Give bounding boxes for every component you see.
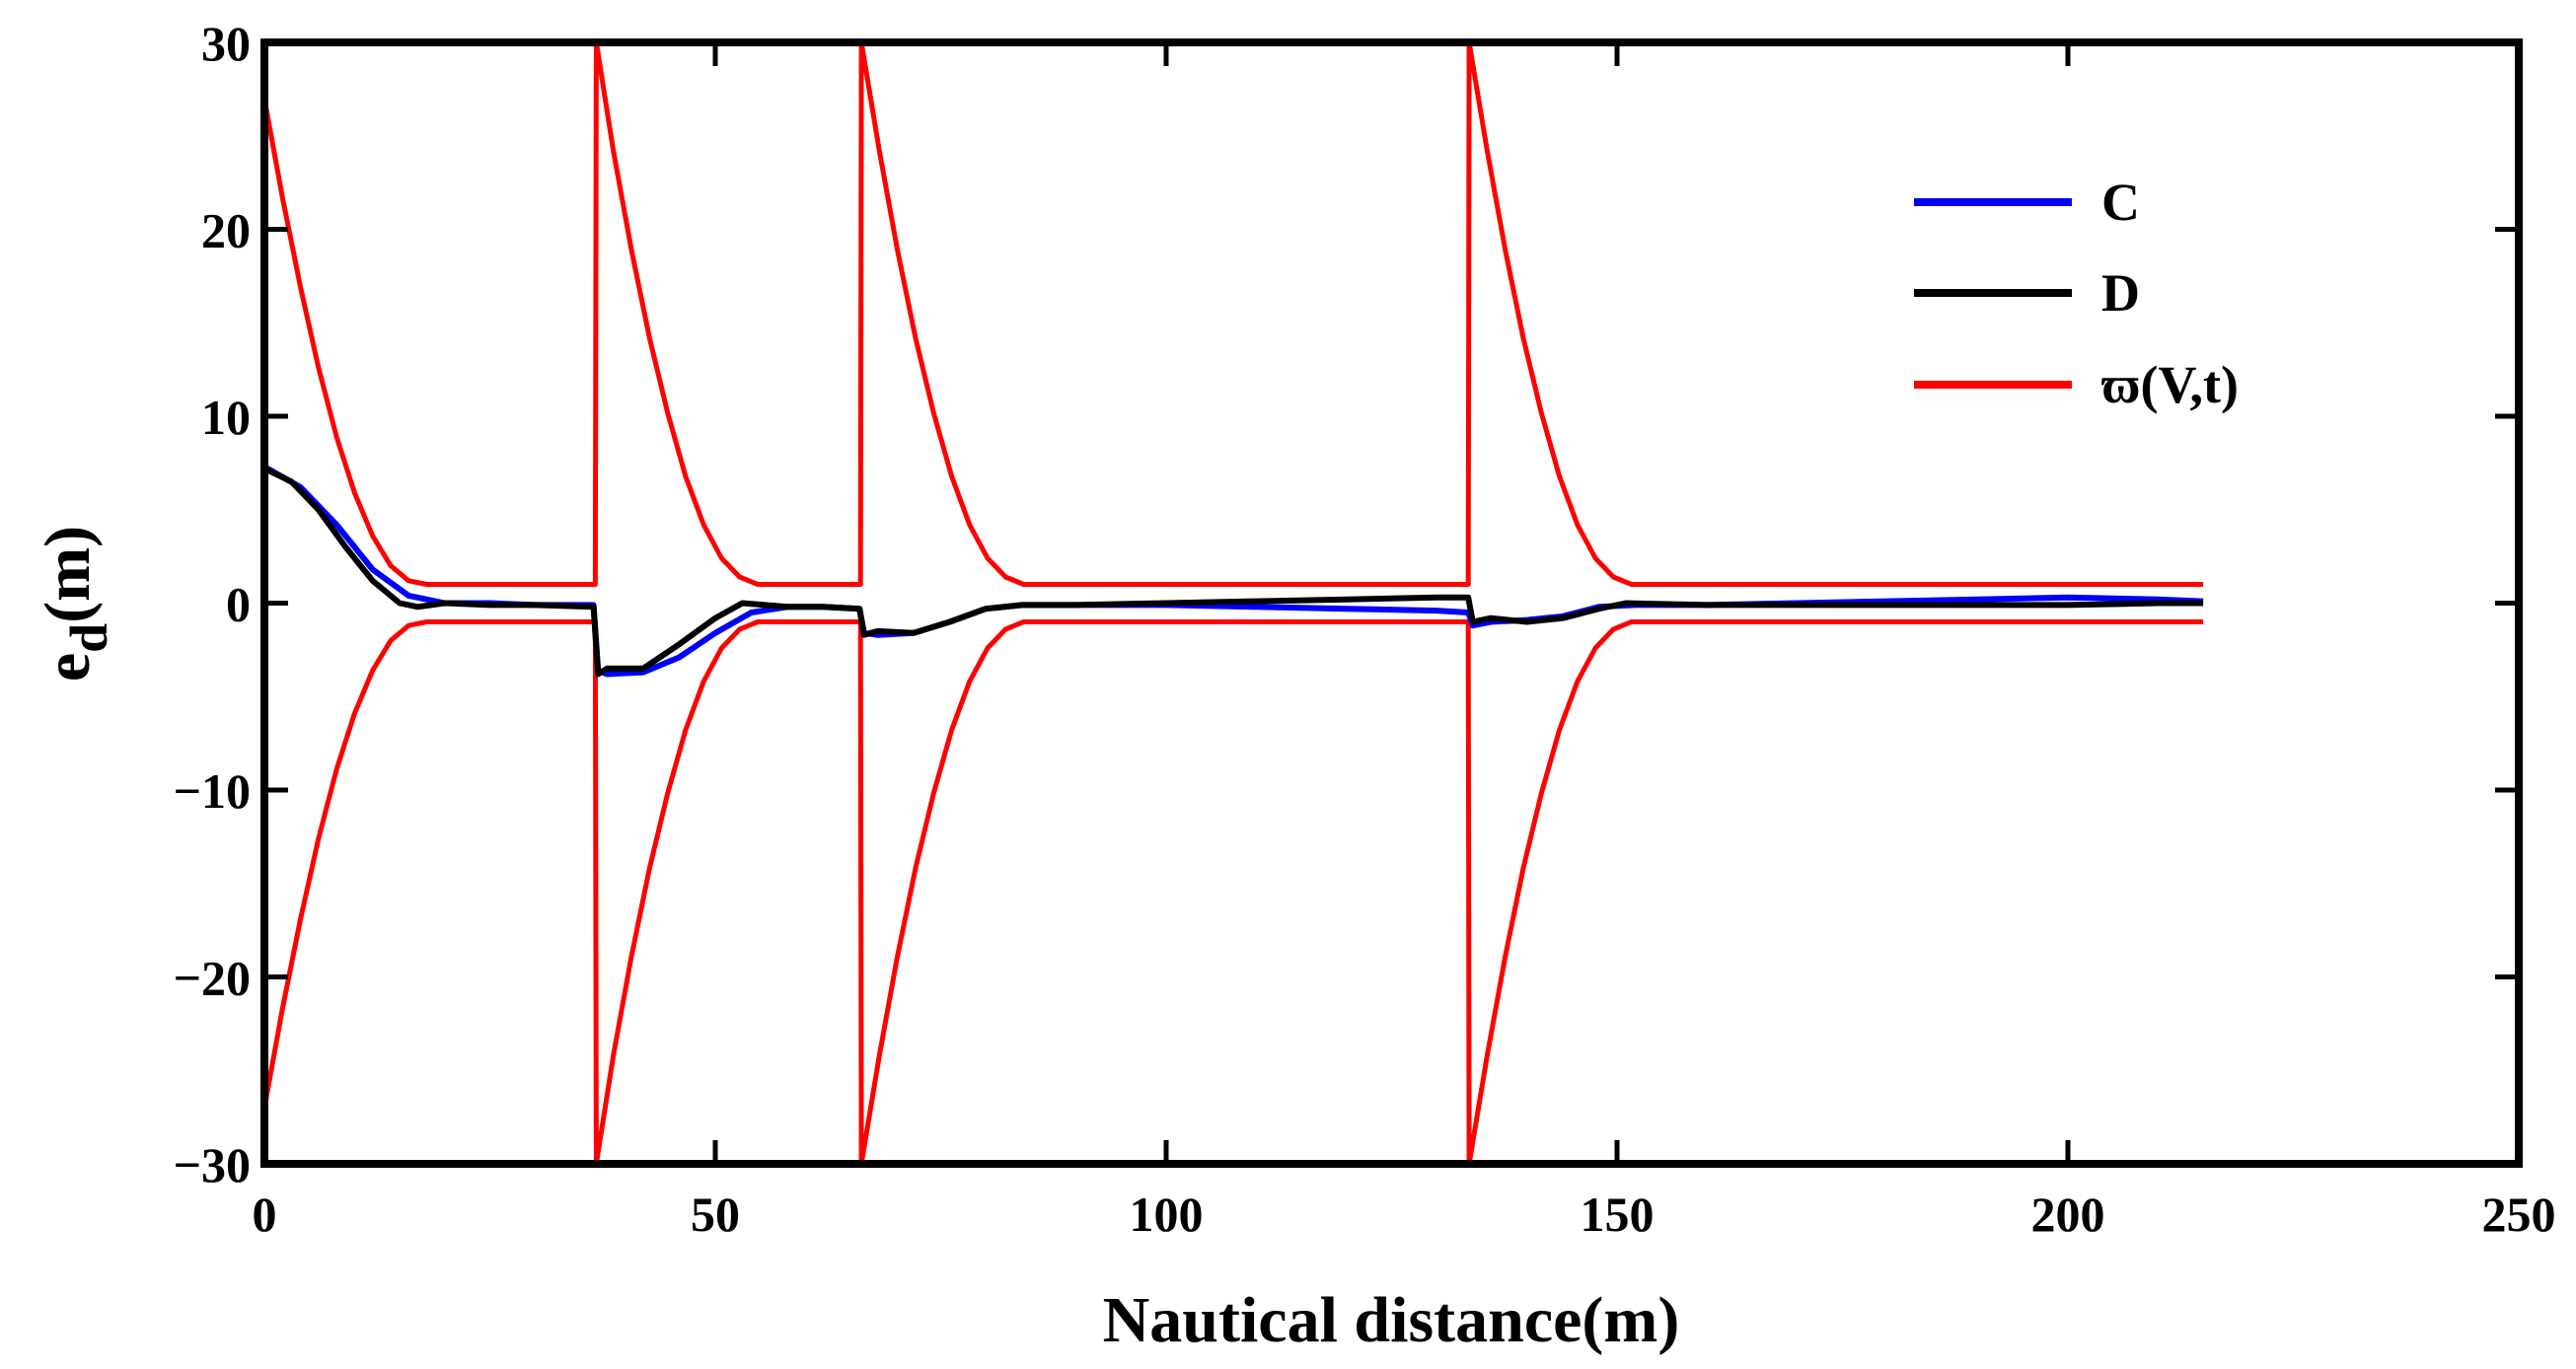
y-tick-label: 0 [226,577,251,632]
series-envelope-upper [264,42,2204,587]
y-axis-label-sub: d [59,623,118,653]
x-axis-label: Nautical distance(m) [1103,1284,1680,1356]
y-tick-label: −20 [174,951,252,1006]
y-axis-label: ed(m) [32,526,118,682]
svg-text:ed(m): ed(m) [32,526,118,682]
y-tick-label: −10 [174,763,252,819]
series-d-line [264,466,2204,678]
ticks-layer [261,39,2522,1167]
series-envelope-lower [264,619,2204,1164]
x-tick-label: 0 [253,1187,277,1242]
x-tick-label: 50 [691,1187,740,1242]
y-axis-label-suffix: (m) [32,526,104,623]
y-tick-label: 20 [201,203,251,258]
legend: C D ϖ(V,t) [1914,173,2239,414]
y-tick-label: −30 [174,1137,252,1192]
x-tick-label: 250 [2482,1187,2556,1242]
series-layer [264,42,2204,1164]
y-axis-label-base: e [32,653,104,682]
y-tick-label: 30 [201,16,251,71]
legend-label-omega: ϖ(V,t) [2101,355,2239,414]
x-tick-label: 100 [1130,1187,1204,1242]
legend-label-c: C [2101,173,2140,232]
legend-label-d: D [2101,263,2140,323]
x-tick-label: 150 [1581,1187,1655,1242]
x-tick-label: 200 [2031,1187,2105,1242]
y-tick-label: 10 [201,390,251,445]
